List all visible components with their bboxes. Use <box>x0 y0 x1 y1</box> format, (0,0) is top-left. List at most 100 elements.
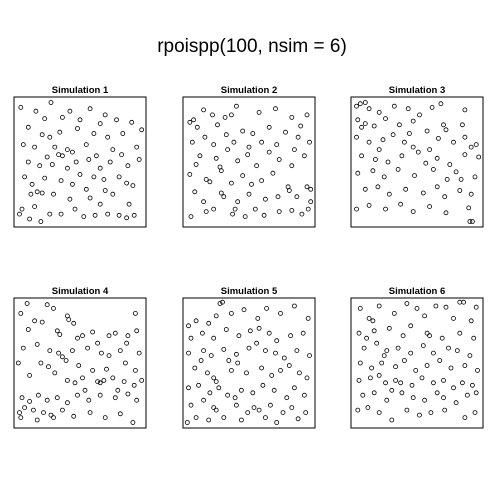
panel-1: Simulation 1 <box>13 85 147 228</box>
point <box>18 310 24 316</box>
point <box>232 395 238 401</box>
point <box>428 410 434 416</box>
point <box>468 144 474 150</box>
point <box>362 100 368 105</box>
point <box>213 407 219 413</box>
point <box>295 134 301 140</box>
point <box>270 170 276 176</box>
point <box>130 420 136 425</box>
point <box>235 199 241 205</box>
point <box>125 391 131 397</box>
point <box>134 144 140 150</box>
point <box>124 180 129 186</box>
point <box>447 162 453 167</box>
point <box>85 345 90 351</box>
point <box>104 366 109 372</box>
window-border <box>13 297 147 429</box>
point <box>371 328 377 334</box>
point <box>39 132 45 138</box>
point <box>125 163 131 169</box>
point <box>228 310 234 316</box>
point <box>266 149 272 155</box>
point <box>462 134 468 140</box>
point <box>231 139 237 145</box>
point <box>354 206 359 212</box>
point <box>19 206 25 212</box>
point <box>87 410 93 416</box>
point <box>383 206 388 212</box>
point <box>25 159 31 165</box>
point <box>33 108 39 114</box>
point <box>446 345 451 351</box>
point <box>366 106 372 112</box>
point <box>395 345 401 351</box>
point <box>114 117 119 123</box>
point <box>246 191 252 197</box>
point <box>32 144 37 150</box>
point <box>291 303 297 309</box>
point <box>46 364 51 370</box>
point <box>19 395 25 401</box>
point <box>466 205 472 211</box>
point <box>124 340 129 346</box>
point <box>186 323 191 329</box>
point <box>273 106 278 112</box>
point <box>87 106 93 112</box>
point <box>47 211 53 217</box>
point <box>51 191 56 197</box>
point <box>406 131 412 136</box>
point <box>56 152 61 158</box>
point <box>291 385 297 391</box>
point <box>73 159 79 165</box>
point <box>307 139 312 145</box>
point <box>201 107 207 113</box>
point <box>213 379 219 385</box>
panel-title: Simulation 3 <box>389 85 445 96</box>
panel-title: Simulation 4 <box>52 286 109 297</box>
point <box>427 333 433 339</box>
point <box>139 377 145 383</box>
point <box>52 370 58 376</box>
point <box>410 209 416 215</box>
point <box>34 189 40 195</box>
point <box>462 363 468 368</box>
point <box>36 392 41 398</box>
point <box>186 350 191 356</box>
point <box>132 367 138 373</box>
point <box>76 363 82 368</box>
point <box>126 201 132 207</box>
point <box>444 176 450 182</box>
point <box>469 219 475 224</box>
point <box>376 110 382 115</box>
point <box>106 333 112 339</box>
point <box>435 135 441 141</box>
point <box>305 206 311 212</box>
point <box>359 153 365 159</box>
point <box>276 157 282 162</box>
point <box>398 380 404 386</box>
point <box>476 154 482 160</box>
point <box>41 410 46 416</box>
point <box>404 407 410 413</box>
point <box>395 166 401 172</box>
point <box>259 178 265 184</box>
point <box>44 154 50 160</box>
point <box>273 350 278 356</box>
point <box>427 204 433 210</box>
point <box>136 157 142 162</box>
point <box>376 147 382 153</box>
point <box>215 122 220 128</box>
point <box>101 377 107 383</box>
panel-4: Simulation 4 <box>13 286 147 429</box>
point <box>390 132 396 138</box>
point <box>218 190 224 196</box>
point <box>301 153 307 159</box>
point <box>60 153 65 159</box>
point <box>250 390 256 396</box>
point <box>240 128 246 134</box>
point <box>25 327 31 332</box>
point <box>121 379 127 385</box>
point <box>211 142 217 148</box>
point <box>271 387 277 393</box>
point <box>101 176 107 182</box>
